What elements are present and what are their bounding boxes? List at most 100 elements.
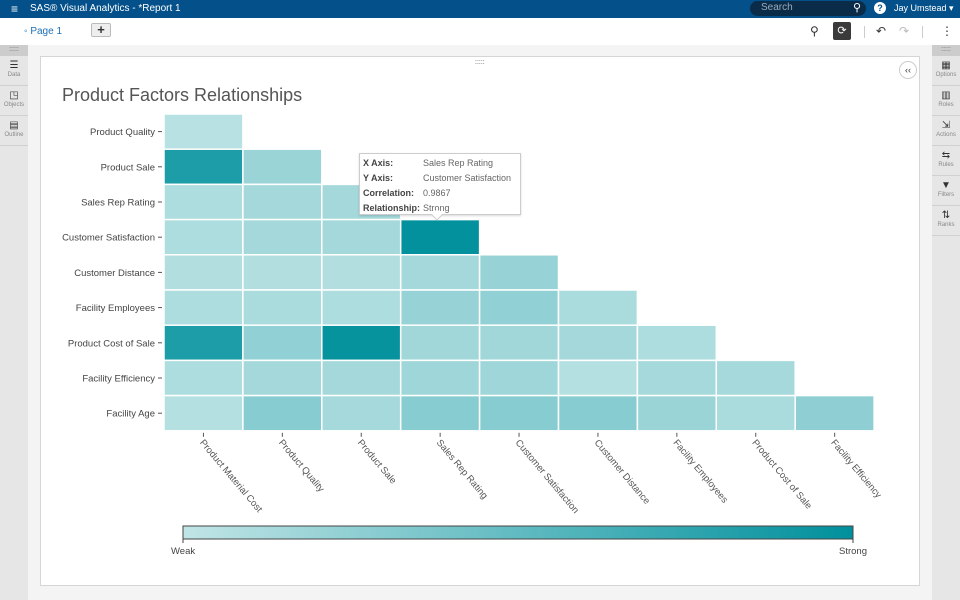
heatmap-cell[interactable] [163,218,244,256]
heatmap-cell[interactable] [478,394,560,432]
help-icon[interactable]: ? [874,2,886,14]
heatmap-cell[interactable] [794,394,875,432]
left-panel: ::::: ☰ Data ◳ Objects ▤ Outline [0,45,28,600]
tooltip-key: Relationship: [363,203,421,213]
app-title: SAS® Visual Analytics - *Report 1 [30,3,181,14]
search-input[interactable]: Search ⚲ [750,1,866,16]
legend-max-label: Strong [839,546,867,557]
heatmap-cell[interactable] [321,218,402,256]
heatmap-cell[interactable] [163,324,244,362]
x-axis-label: Facility Efficiency [828,438,883,501]
heatmap-cell[interactable] [163,394,244,432]
tooltip-value: Strong [423,203,450,213]
panel-grip[interactable]: ::::: [0,45,28,56]
heatmap-cell[interactable] [321,254,402,291]
hamburger-menu-icon[interactable]: ≡ [11,2,19,16]
panel-label: Actions [936,132,956,138]
y-axis-label: Sales Rep Rating [81,198,155,209]
more-options-icon[interactable]: ⋮ [941,24,953,38]
panel-label: Data [7,72,21,78]
heatmap-cell[interactable] [636,324,718,362]
tooltip-value: Sales Rep Rating [423,158,494,168]
heatmap-cell[interactable] [163,289,244,326]
heatmap-cell[interactable] [399,289,481,326]
left-panel-objects[interactable]: ◳ Objects [0,86,28,116]
heatmap-cell[interactable] [557,359,639,397]
search-icon[interactable]: ⚲ [852,2,861,14]
heatmap-cell[interactable] [163,359,244,397]
heatmap-cell[interactable] [478,289,560,326]
panel-label: Rules [938,162,954,168]
heatmap-cell[interactable] [242,289,323,326]
tab-page-1[interactable]: ◦ Page 1 [24,26,62,37]
panel-label: Ranks [937,222,955,228]
heatmap-cell[interactable] [399,218,481,256]
heatmap-cell[interactable] [399,254,481,291]
heatmap-cell[interactable] [399,359,481,397]
heatmap-cell[interactable] [636,394,718,432]
y-axis-label: Customer Distance [74,268,155,279]
right-panel-rules[interactable]: ⇆ Rules [932,146,960,176]
heatmap-cell[interactable] [478,324,560,362]
undo-icon[interactable]: ↶ [876,24,887,38]
auto-update-button[interactable]: ⟳ [833,22,851,40]
heatmap-cell[interactable] [557,289,639,326]
report-canvas: ::::: ‹‹ Product Factors Relationships P… [40,56,920,586]
chart-title: Product Factors Relationships [62,85,303,105]
left-panel-outline[interactable]: ▤ Outline [0,116,28,146]
roles-icon: ▥ [941,90,951,101]
left-panel-data[interactable]: ☰ Data [0,56,28,86]
heatmap-cell[interactable] [478,254,560,291]
right-panel-ranks[interactable]: ⇅ Ranks [932,206,960,236]
heatmap-cell[interactable] [321,324,402,362]
heatmap-cell[interactable] [242,254,323,291]
right-panel-roles[interactable]: ▥ Roles [932,86,960,116]
x-axis-label: Product Sale [355,438,398,487]
canvas-grip[interactable]: ::::: [475,59,485,66]
heatmap-cell[interactable] [242,218,323,256]
panel-label: Filters [937,192,955,198]
divider [922,26,923,38]
heatmap-cell[interactable] [399,394,481,432]
color-legend-bar [182,525,854,540]
heatmap-cell[interactable] [715,359,796,397]
heatmap-cell[interactable] [399,324,481,362]
heatmap-cell[interactable] [321,289,402,326]
rules-icon: ⇆ [941,150,951,161]
interactions-icon[interactable]: ⚲ [810,24,819,38]
heatmap-cell[interactable] [163,254,244,291]
heatmap-cell[interactable] [557,324,639,362]
heatmap-cell[interactable] [321,359,402,397]
x-axis-label: Facility Employees [671,438,730,506]
heatmap-cell[interactable] [242,394,323,432]
heatmap-cell[interactable] [715,394,796,432]
heatmap-cell[interactable] [163,113,244,150]
y-axis-label: Customer Satisfaction [62,233,155,244]
x-axis-label: Product Material Cost [197,438,264,515]
panel-grip[interactable]: ::::: [932,45,960,56]
heatmap-cell[interactable] [163,183,244,221]
legend-min-label: Weak [171,546,195,557]
x-axis-label: Customer Satisfaction [513,438,581,516]
tooltip-key: Correlation: [363,188,415,198]
heatmap-cell[interactable] [242,183,323,221]
right-panel-options[interactable]: ▦ Options [932,56,960,86]
collapse-button[interactable]: ‹‹ [899,61,917,79]
user-menu[interactable]: Jay Umstead ▾ [894,3,954,13]
document-icon: ▤ [9,120,19,131]
heatmap-cell[interactable] [478,359,560,397]
add-page-button[interactable]: + [91,23,111,37]
right-panel-actions[interactable]: ⇲ Actions [932,116,960,146]
right-panel-filters[interactable]: ▼ Filters [932,176,960,206]
heatmap-cell[interactable] [242,324,323,362]
tooltip: X Axis: Sales Rep Rating Y Axis: Customer … [359,153,521,221]
filter-icon: ▼ [941,180,951,191]
heatmap-cell[interactable] [242,148,323,186]
heatmap-cell[interactable] [321,394,402,432]
heatmap-cell[interactable] [557,394,639,432]
heatmap-cell[interactable] [242,359,323,397]
heatmap-cell[interactable] [163,148,244,186]
redo-icon[interactable]: ↷ [899,24,910,38]
actions-icon: ⇲ [941,120,951,131]
heatmap-cell[interactable] [636,359,718,397]
